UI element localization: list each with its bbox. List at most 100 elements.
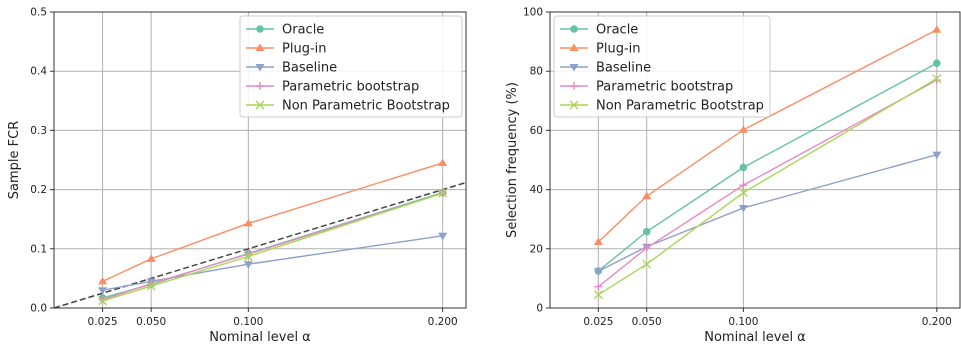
y-tick-label: 0.2 xyxy=(30,184,47,196)
x-tick-label: 0.100 xyxy=(728,316,758,328)
y-tick-label: 80 xyxy=(530,66,543,78)
y-tick-label: 0.5 xyxy=(30,7,47,19)
series-line xyxy=(597,79,938,288)
data-point xyxy=(739,181,748,190)
legend-label: Non Parametric Bootstrap xyxy=(596,99,764,114)
data-point xyxy=(593,290,603,300)
data-point xyxy=(642,227,651,236)
x-tick-label: 0.025 xyxy=(88,316,118,328)
series-non-parametric-bootstrap xyxy=(593,74,942,300)
legend: Oracle Plug-in Baseline Parametric bootstra… xyxy=(239,15,463,118)
series-oracle xyxy=(594,59,941,275)
data-point xyxy=(243,261,253,269)
legend-entry: Oracle xyxy=(246,23,324,38)
data-point xyxy=(932,151,942,160)
x-tick-label: 0.025 xyxy=(583,316,613,328)
legend-marker xyxy=(255,64,265,72)
y-tick-label: 0 xyxy=(536,303,543,315)
y-tick-label: 20 xyxy=(530,243,543,255)
legend-label: Plug-in xyxy=(282,42,326,57)
x-tick-label: 0.050 xyxy=(632,316,662,328)
x-axis-label: Nominal level α xyxy=(209,330,311,345)
series-parametric-bootstrap xyxy=(594,76,941,291)
legend-marker xyxy=(569,43,579,51)
series-line xyxy=(597,29,938,243)
series-line xyxy=(102,192,443,301)
legend-box xyxy=(239,15,463,118)
data-point xyxy=(98,287,108,295)
y-tick-label: 0.0 xyxy=(30,303,47,315)
legend-label: Parametric bootstrap xyxy=(596,80,733,95)
data-point xyxy=(438,232,448,241)
y-tick-label: 0.3 xyxy=(30,125,47,137)
data-point xyxy=(932,74,942,84)
data-point xyxy=(146,254,156,262)
x-axis-label: Nominal level α xyxy=(704,330,806,345)
legend-marker xyxy=(570,82,578,90)
data-point xyxy=(438,158,448,166)
legend-label: Oracle xyxy=(282,23,324,38)
data-point xyxy=(438,188,448,198)
legend-label: Parametric bootstrap xyxy=(282,80,419,95)
series-baseline xyxy=(593,151,942,276)
series-line xyxy=(102,235,443,291)
legend-marker xyxy=(256,25,264,33)
series-line xyxy=(102,162,443,282)
legend-label: Oracle xyxy=(596,23,638,38)
series-line xyxy=(597,77,938,296)
data-point xyxy=(593,268,603,276)
legend-marker xyxy=(255,100,265,110)
legend-entry: Non Parametric Bootstrap xyxy=(560,99,764,114)
plot-frame xyxy=(549,11,961,309)
data-point xyxy=(98,296,108,306)
legend-entry: Parametric bootstrap xyxy=(560,80,733,95)
x-tick-label: 0.050 xyxy=(136,316,166,328)
data-point xyxy=(594,282,603,291)
legend-label: Non Parametric Bootstrap xyxy=(282,99,450,114)
series-line xyxy=(598,153,937,272)
legend-entry: Oracle xyxy=(560,23,638,38)
series-plug-in xyxy=(98,158,448,285)
data-point xyxy=(738,204,748,213)
chart-panel-1: 0.025 0.050 0.100 0.200 0.0 0.1 0.2 0.3 0.4 0.5 No… xyxy=(7,7,467,345)
legend: Oracle Plug-in Baseline Parametric bootstra… xyxy=(553,15,771,118)
legend-entry: Plug-in xyxy=(246,42,326,57)
legend-entry: Plug-in xyxy=(560,42,640,57)
y-tick-label: 60 xyxy=(530,125,543,137)
y-axis-label: Selection frequency (%) xyxy=(505,82,520,238)
x-tick-label: 0.100 xyxy=(233,316,263,328)
data-point xyxy=(98,276,108,285)
legend-entry: Baseline xyxy=(246,61,337,76)
legend-box xyxy=(553,15,771,118)
data-point xyxy=(642,243,651,252)
data-point xyxy=(932,25,942,33)
x-tick-label: 0.200 xyxy=(922,316,952,328)
legend-marker xyxy=(569,64,579,72)
series-non-parametric-bootstrap xyxy=(98,188,448,306)
data-point xyxy=(642,191,652,200)
data-point xyxy=(738,125,748,133)
data-point xyxy=(146,281,156,291)
x-tick-label: 0.200 xyxy=(428,316,458,328)
legend-marker xyxy=(570,25,578,33)
legend-marker xyxy=(256,82,264,90)
y-tick-label: 0.4 xyxy=(30,66,47,78)
y-tick-label: 100 xyxy=(523,7,543,19)
y-axis-label: Sample FCR xyxy=(7,121,22,199)
data-point xyxy=(932,59,941,68)
legend-entry: Non Parametric Bootstrap xyxy=(246,99,450,114)
y-tick-label: 40 xyxy=(530,184,543,196)
data-point xyxy=(642,259,652,269)
data-point xyxy=(243,218,253,227)
legend-entry: Baseline xyxy=(560,61,651,76)
y-tick-label: 0.1 xyxy=(30,243,47,255)
legend-marker xyxy=(255,43,265,51)
legend-label: Baseline xyxy=(282,61,337,76)
series-plug-in xyxy=(593,25,942,245)
series-line xyxy=(102,192,443,302)
chart-panel-2: 0.025 0.050 0.100 0.200 0 20 40 60 80 100 Nominal … xyxy=(505,7,961,345)
legend-marker xyxy=(569,100,579,110)
data-point xyxy=(593,237,603,245)
data-point xyxy=(739,163,748,172)
